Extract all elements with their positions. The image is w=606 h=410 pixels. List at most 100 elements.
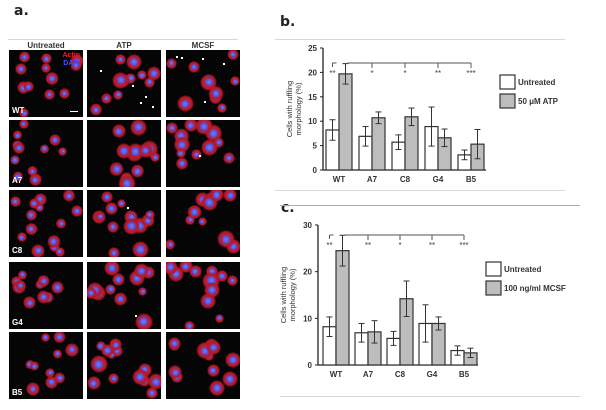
divider-a: [8, 39, 238, 40]
bar-b5-untreated: [450, 349, 465, 366]
significance-marker: **: [429, 241, 435, 250]
bar-a7-untreated: [358, 135, 373, 171]
x-tick-label-c8: C8: [395, 370, 406, 379]
divider-c-top: [280, 205, 580, 206]
x-tick-label-g4: G4: [427, 370, 438, 379]
bar-wt-untreated: [325, 129, 340, 171]
y-tick-label: 25: [308, 44, 317, 53]
divider-b-top: [275, 39, 565, 40]
micrograph-a7-mcsf: [166, 120, 240, 187]
column-header-atp: ATP: [116, 41, 132, 50]
arrow-marker: [223, 63, 226, 65]
micrograph-b5-atp: [87, 332, 161, 399]
significance-marker: **: [435, 69, 441, 78]
bar-a7-treated: [367, 331, 382, 366]
arrow-marker: [100, 69, 103, 72]
arrow-marker: [176, 56, 179, 59]
bar-wt-treated: [335, 250, 350, 366]
significance-marker: **: [365, 241, 371, 250]
micrograph-g4-atp: [87, 262, 161, 329]
x-tick-label-a7: A7: [363, 370, 374, 379]
stain-legend: Actin DAPI: [63, 52, 81, 68]
y-axis-label: Cells with rufflingmorphology (%): [285, 81, 303, 138]
arrow-marker: [134, 314, 137, 317]
arrow-marker: [152, 105, 155, 108]
bar-a7-untreated: [354, 332, 369, 366]
micrograph-wt-untreated: WT Actin DAPI: [9, 50, 83, 117]
x-tick-label-wt: WT: [330, 370, 343, 379]
divider-c-bottom: [280, 396, 580, 397]
micrograph-a7-untreated: A7: [9, 120, 83, 187]
row-label-a7: A7: [12, 176, 23, 185]
y-tick-label: 20: [303, 268, 312, 277]
divider-b-bottom: [275, 190, 565, 191]
micrograph-g4-untreated: G4: [9, 262, 83, 329]
significance-marker: **: [329, 69, 335, 78]
y-tick-label: 0: [313, 166, 318, 175]
y-tick-label: 20: [308, 68, 317, 77]
bar-wt-untreated: [322, 326, 337, 366]
legend-label-untreated: Untreated: [518, 78, 555, 87]
scale-bar: [70, 111, 78, 112]
bar-g4-untreated: [418, 322, 433, 366]
micrograph-b5-untreated: B5: [9, 332, 83, 399]
arrow-marker: [131, 85, 134, 88]
y-axis-label: Cells with rufflingmorphology (%): [279, 267, 297, 324]
panel-c-label: c.: [281, 200, 295, 216]
chart-b-group: 0 5 10 15 20 25 Cells with rufflingmorphology …: [285, 44, 559, 184]
significance-marker: ***: [466, 69, 475, 78]
bar-b5-treated: [463, 352, 478, 366]
bar-a7-treated: [371, 117, 386, 171]
bar-g4-untreated: [424, 125, 439, 171]
panel-a-label: a.: [14, 3, 29, 19]
bar-c8-untreated: [386, 337, 401, 366]
arrow-marker: [204, 100, 207, 103]
arrow-marker: [127, 206, 130, 209]
x-tick-label-wt: WT: [333, 175, 346, 184]
row-label-g4: G4: [12, 318, 23, 327]
arrow-marker: [145, 96, 148, 99]
micrograph-wt-atp: [87, 50, 161, 117]
y-tick-label: 15: [308, 93, 317, 102]
bar-c8-untreated: [391, 141, 406, 171]
significance-marker: ***: [459, 241, 468, 250]
y-tick-label: 0: [308, 361, 313, 370]
micrograph-c8-mcsf: [166, 190, 240, 257]
chart-c-group: 0 10 20 30 Cells with rufflingmorphology (%)…: [279, 221, 566, 379]
x-tick-label-c8: C8: [400, 175, 411, 184]
micrograph-c8-untreated: C8: [9, 190, 83, 257]
significance-marker: *: [403, 69, 406, 78]
y-tick-label: 5: [313, 142, 318, 151]
micrograph-b5-mcsf: [166, 332, 240, 399]
legend-swatch-treated: [485, 280, 502, 296]
bar-b5-treated: [470, 143, 485, 171]
legend-swatch-untreated: [485, 261, 502, 277]
bar-g4-treated: [437, 137, 452, 171]
column-header-untreated: Untreated: [27, 41, 65, 50]
arrow-marker: [181, 57, 184, 60]
x-tick-label-b5: B5: [466, 175, 477, 184]
column-header-mcsf: MCSF: [191, 41, 215, 50]
arrow-marker: [199, 155, 202, 158]
significance-marker: *: [370, 69, 373, 78]
bar-b5-untreated: [457, 154, 472, 171]
legend-swatch-treated: [499, 93, 516, 109]
significance-marker: *: [398, 241, 401, 250]
bar-c8-treated: [399, 298, 414, 366]
y-tick-label: 30: [303, 221, 312, 230]
bar-c8-treated: [404, 116, 419, 171]
micrograph-wt-mcsf: [166, 50, 240, 117]
actin-label: Actin: [62, 52, 81, 59]
micrograph-g4-mcsf: [166, 262, 240, 329]
x-tick-label-b5: B5: [459, 370, 470, 379]
x-tick-label-a7: A7: [367, 175, 378, 184]
bar-wt-treated: [338, 73, 353, 171]
row-label-c8: C8: [12, 246, 23, 255]
arrow-marker: [201, 57, 204, 60]
x-tick-label-g4: G4: [433, 175, 444, 184]
arrow-marker: [139, 102, 142, 105]
legend-swatch-untreated: [499, 74, 516, 90]
significance-marker: **: [326, 241, 332, 250]
micrograph-c8-atp: [87, 190, 161, 257]
row-label-wt: WT: [12, 106, 25, 115]
